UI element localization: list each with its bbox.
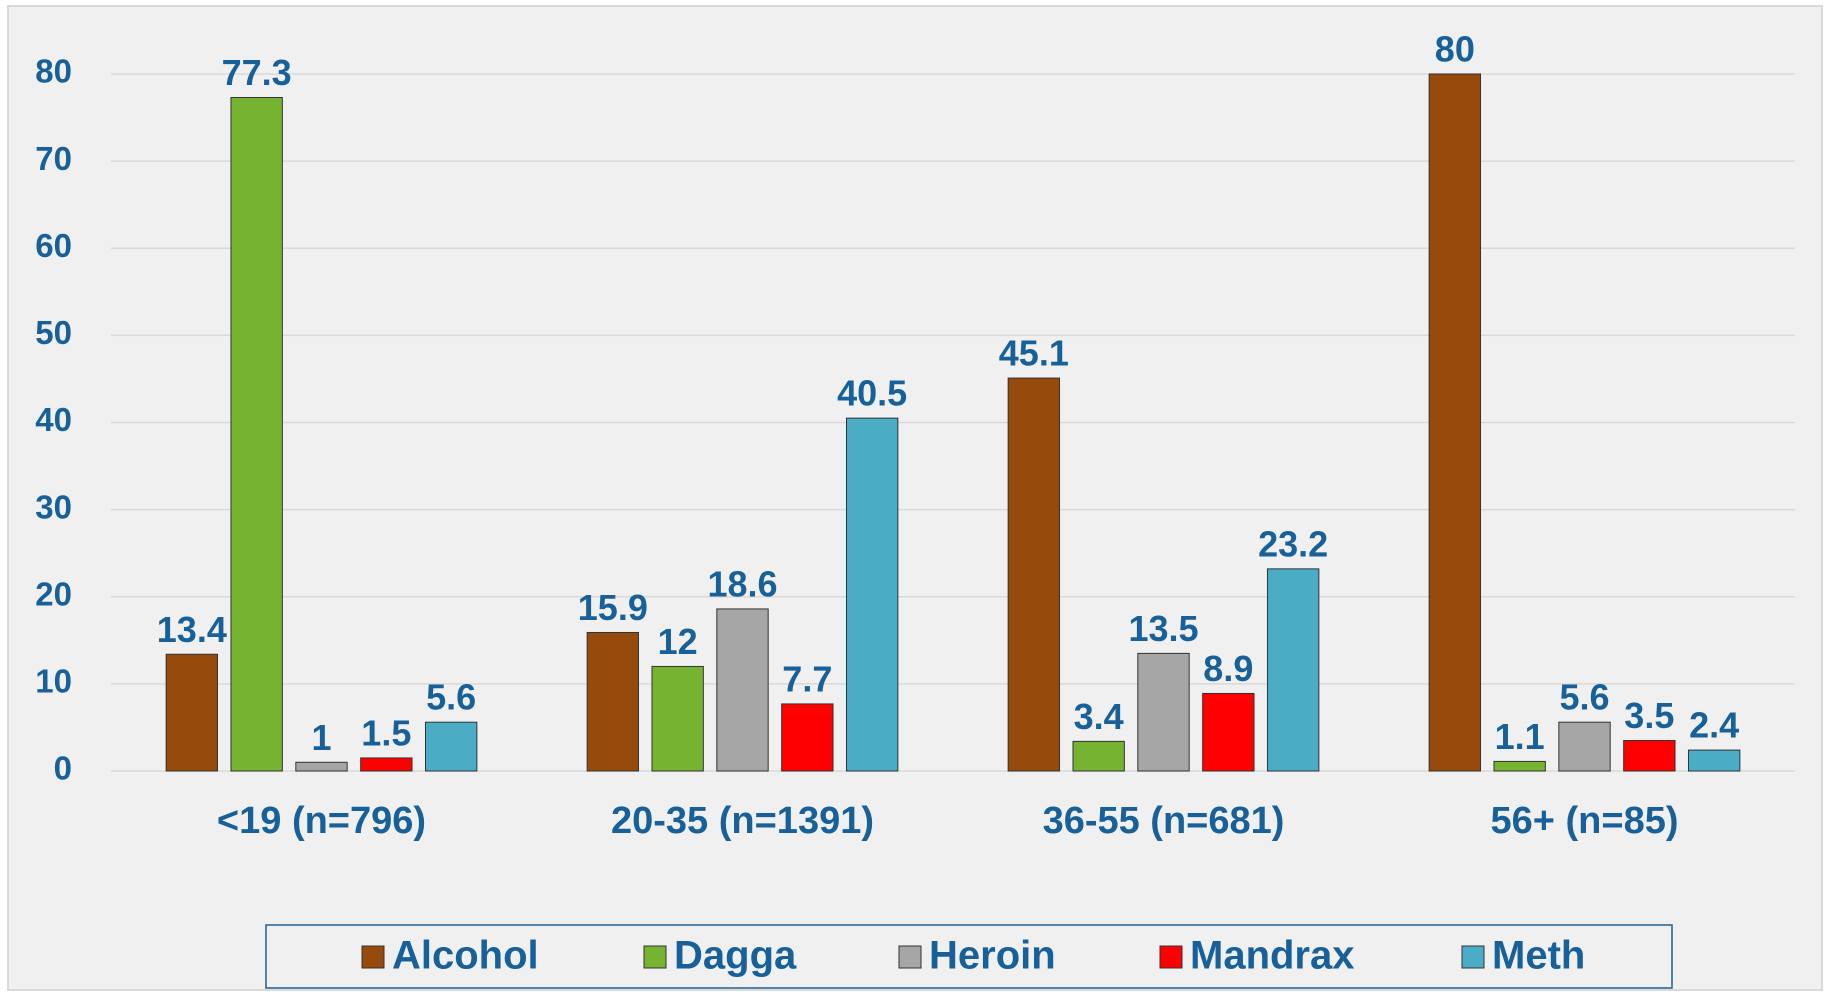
y-tick-label: 60	[35, 227, 72, 264]
y-tick-label: 80	[35, 53, 72, 90]
bar	[1687, 749, 1741, 772]
legend-label: Meth	[1492, 934, 1585, 978]
x-tick-label: <19 (n=796)	[217, 800, 426, 842]
bar	[424, 721, 478, 772]
bar	[1623, 740, 1676, 772]
bar	[360, 757, 413, 772]
value-label: 40.5	[837, 373, 907, 414]
legend-label: Heroin	[929, 934, 1056, 978]
value-label: 12	[658, 621, 698, 662]
y-tick-label: 70	[35, 140, 72, 177]
bar	[845, 417, 899, 772]
value-label: 23.2	[1258, 523, 1328, 564]
x-tick-label: 20-35 (n=1391)	[611, 800, 874, 842]
value-label: 7.7	[782, 658, 832, 699]
bar	[165, 653, 219, 772]
value-label: 13.5	[1128, 608, 1198, 649]
legend-swatch	[1461, 945, 1485, 969]
y-tick-label: 30	[35, 488, 72, 525]
bar	[1266, 568, 1320, 772]
y-tick-label: 50	[35, 314, 72, 351]
bar	[651, 665, 704, 772]
bar	[1493, 760, 1546, 772]
legend-swatch	[898, 945, 922, 969]
bar	[1428, 73, 1482, 772]
legend-box	[265, 924, 1673, 989]
value-label: 77.3	[222, 52, 292, 93]
value-label: 13.4	[157, 609, 227, 650]
value-label: 80	[1435, 29, 1475, 70]
value-label: 3.4	[1074, 696, 1124, 737]
y-tick-label: 10	[35, 663, 72, 700]
bar	[1558, 721, 1611, 772]
bar	[230, 97, 283, 772]
bar	[781, 703, 834, 772]
bar	[716, 608, 769, 772]
y-tick-label: 40	[35, 401, 72, 438]
bar	[586, 631, 640, 772]
legend-label: Mandrax	[1190, 934, 1355, 978]
value-label: 45.1	[999, 333, 1069, 374]
y-tick-label: 0	[54, 750, 72, 787]
legend-label: Dagga	[674, 934, 797, 978]
bar	[1137, 652, 1190, 772]
y-tick-label: 20	[35, 575, 72, 612]
value-label: 2.4	[1689, 705, 1739, 746]
bar	[1007, 377, 1061, 772]
value-label: 5.6	[1559, 677, 1609, 718]
bar	[1202, 692, 1255, 772]
value-label: 8.9	[1203, 648, 1253, 689]
value-label: 15.9	[578, 587, 648, 628]
legend-swatch	[643, 945, 667, 969]
x-tick-label: 36-55 (n=681)	[1043, 800, 1285, 842]
bar	[1072, 740, 1125, 772]
legend-swatch	[1159, 945, 1183, 969]
value-label: 3.5	[1624, 695, 1674, 736]
value-label: 1.1	[1495, 716, 1545, 757]
legend-swatch	[361, 945, 385, 969]
value-label: 5.6	[426, 677, 476, 718]
value-label: 1.5	[361, 712, 411, 753]
chart-background	[7, 5, 1823, 991]
x-tick-label: 56+ (n=85)	[1491, 800, 1679, 842]
legend-label: Alcohol	[392, 934, 539, 978]
value-label: 1	[311, 717, 331, 758]
value-label: 18.6	[707, 563, 777, 604]
bar	[295, 761, 348, 772]
